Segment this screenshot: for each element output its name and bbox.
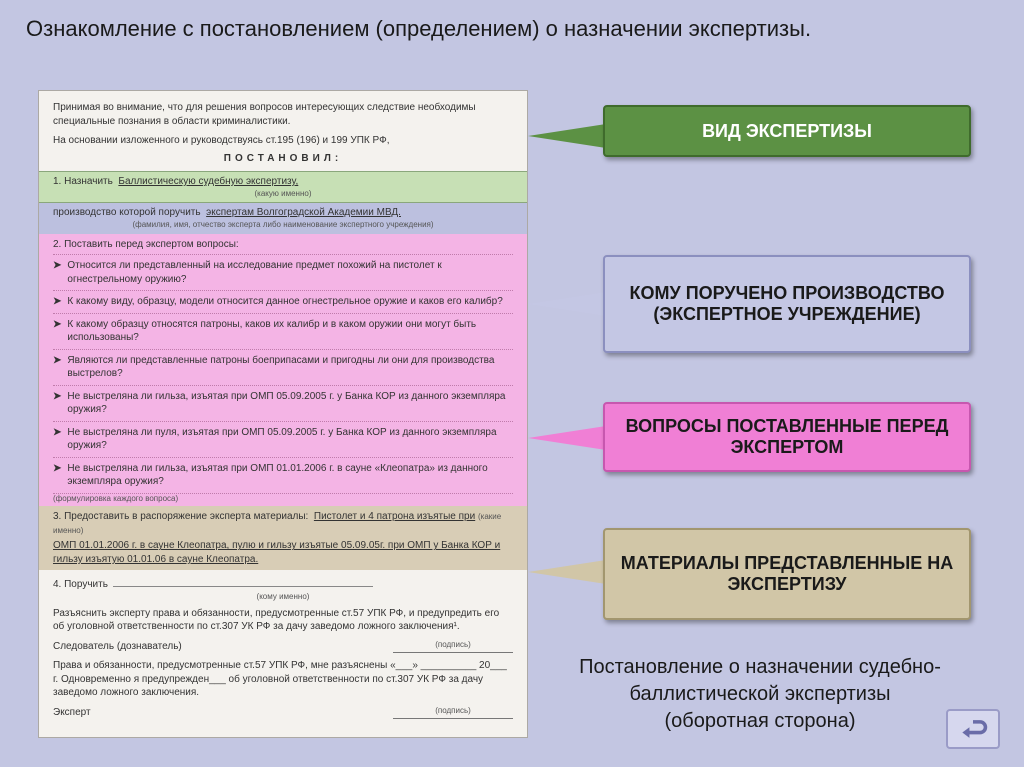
slide-title: Ознакомление с постановлением (определен… [26,14,994,44]
sec1-note: (какую именно) [53,189,513,200]
sec3-cont: ОМП 01.01.2006 г. в сауне Клеопатра, пул… [53,539,513,566]
doc-sec2-pink: 2. Поставить перед экспертом вопросы: ➤О… [39,234,527,507]
bullet-icon: ➤ [53,318,61,345]
question-text: К какому образцу относятся патроны, како… [67,318,513,345]
doc-sec1-green: 1. Назначить Баллистическую судебную экс… [39,171,527,203]
bullet-icon: ➤ [53,259,61,286]
sec2-header: 2. Поставить перед экспертом вопросы: [53,239,239,250]
bullet-icon: ➤ [53,354,61,381]
doc-sec3-tan: 3. Предоставить в распоряжение эксперта … [39,506,527,570]
sec4-note: (кому именно) [53,592,513,603]
sec4-p2: Права и обязанности, предусмотренные ст.… [53,659,513,700]
sec3-left: 3. Предоставить в распоряжение эксперта … [53,511,308,522]
sec4-header: 4. Поручить [53,579,108,590]
callout-questions: ВОПРОСЫ ПОСТАВЛЕННЫЕ ПЕРЕД ЭКСПЕРТОМ [603,402,971,472]
question-item: ➤Не выстреляна ли гильза, изъятая при ОМ… [53,458,513,494]
caption-line2: (оборотная сторона) [560,708,960,735]
document-image: Принимая во внимание, что для решения во… [38,90,528,738]
doc-sec4: 4. Поручить (кому именно) Разъяснить экс… [39,574,527,723]
sec4-p1: Разъяснить эксперту права и обязанности,… [53,607,513,634]
doc-basis: На основании изложенного и руководствуяс… [53,134,513,148]
callout-assignee: КОМУ ПОРУЧЕНО ПРОИЗВОДСТВО (ЭКСПЕРТНОЕ У… [603,255,971,353]
bullet-icon: ➤ [53,295,61,309]
bullet-icon: ➤ [53,390,61,417]
caption: Постановление о назначении судебно-балли… [560,654,960,735]
question-text: Относится ли представленный на исследова… [67,259,513,286]
back-button[interactable] [946,709,1000,749]
question-item: ➤Не выстреляна ли гильза, изъятая при ОМ… [53,386,513,422]
sec1b-uline: экспертам Волгоградской Академии МВД. [206,207,401,218]
callout-type: ВИД ЭКСПЕРТИЗЫ [603,105,971,157]
sig1-label: Следователь (дознаватель) [53,640,182,654]
connector-2 [528,292,606,316]
doc-sec1-purple: производство которой поручить экспертам … [39,203,527,233]
question-text: Не выстреляна ли гильза, изъятая при ОМП… [67,390,513,417]
connector-1 [528,124,606,148]
bullet-icon: ➤ [53,426,61,453]
sec1b-note: (фамилия, имя, отчество эксперта либо на… [53,220,513,231]
question-text: К какому виду, образцу, модели относится… [67,295,502,309]
sec3-uline: Пистолет и 4 патрона изъятые при [314,511,475,522]
sec1-uline: Баллистическую судебную экспертизу, [118,176,298,187]
doc-ordered: ПОСТАНОВИЛ: [53,152,513,166]
question-item: ➤К какому образцу относятся патроны, как… [53,314,513,350]
question-item: ➤ К какому виду, образцу, модели относитс… [53,291,513,314]
question-item: ➤Являются ли представленные патроны боеп… [53,350,513,386]
doc-intro: Принимая во внимание, что для решения во… [53,101,513,128]
question-text: Не выстреляна ли пуля, изъятая при ОМП 0… [67,426,513,453]
question-item: ➤Относится ли представленный на исследов… [53,255,513,291]
sec1b-left: производство которой поручить [53,207,201,218]
connector-4 [528,560,606,584]
callout-materials: МАТЕРИАЛЫ ПРЕДСТАВЛЕННЫЕ НА ЭКСПЕРТИЗУ [603,528,971,620]
question-text: Не выстреляна ли гильза, изъятая при ОМП… [67,462,513,489]
sig2-note: (подпись) [393,706,513,720]
sec2-headnote: (формулировка каждого вопроса) [53,494,513,505]
caption-line1: Постановление о назначении судебно-балли… [560,654,960,708]
sig1-note: (подпись) [393,640,513,654]
question-text: Являются ли представленные патроны боепр… [67,354,513,381]
sec1-left: 1. Назначить [53,176,113,187]
connector-3 [528,426,606,450]
bullet-icon: ➤ [53,462,61,489]
question-item: ➤Не выстреляна ли пуля, изъятая при ОМП … [53,422,513,458]
u-turn-icon [957,717,989,741]
sig2-label: Эксперт [53,706,91,720]
